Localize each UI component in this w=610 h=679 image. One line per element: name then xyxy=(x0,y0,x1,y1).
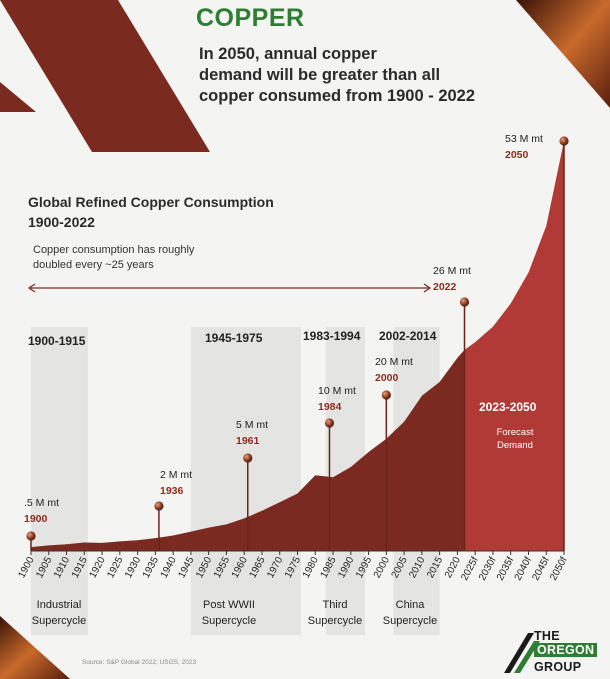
annotation-dot xyxy=(559,136,569,146)
supercycle-word: Supercycle xyxy=(31,615,87,627)
forecast-label-line: Forecast xyxy=(496,427,534,438)
period-label: 1900-1915 xyxy=(28,334,86,348)
copper-wire-bottom-left xyxy=(0,616,70,679)
supercycle-name: Third xyxy=(322,599,348,611)
annotation-1900: .5 M mt 1900 xyxy=(24,495,59,527)
doubling-note-line: doubled every ~25 years xyxy=(33,259,154,271)
headline-line: copper consumed from 1900 - 2022 xyxy=(199,87,476,105)
annotation-dot xyxy=(154,501,164,511)
annotation-dot xyxy=(324,418,335,428)
supercycle-word: Supercycle xyxy=(201,615,257,627)
top-left-stripe xyxy=(0,0,210,152)
annotation-value: .5 M mt xyxy=(24,497,60,509)
logo-text: GROUP xyxy=(534,660,582,674)
area-series xyxy=(31,141,564,551)
source-note: Source: S&P Global 2022; USGS, 2023 xyxy=(82,659,197,666)
x-axis: 1900190519101915192019251930193519401945… xyxy=(16,550,570,583)
annotation-dot xyxy=(459,297,470,307)
supercycle-word: Supercycle xyxy=(307,615,363,627)
forecast-range-label: 2023-2050 xyxy=(479,400,537,414)
chart-title-line: Global Refined Copper Consumption xyxy=(28,194,274,210)
arrow-head-right xyxy=(423,283,432,293)
annotation-year: 1961 xyxy=(236,435,260,447)
annotation-year: 1936 xyxy=(160,485,184,497)
supercycle-label-post-wwii: Post WWII Supercycle xyxy=(186,597,272,629)
annotation-value: 10 M mt xyxy=(318,385,356,397)
supercycle-label-china: China Supercycle xyxy=(373,597,447,629)
annotation-value: 2 M mt xyxy=(160,469,193,481)
x-tick-label: 1930 xyxy=(123,555,143,580)
x-tick-label: 1940 xyxy=(159,555,179,580)
historical-consumption-area xyxy=(31,349,465,551)
annotation-markers xyxy=(26,136,569,551)
headline-line: In 2050, annual copper xyxy=(199,45,377,63)
annotation-2000: 20 M mt 2000 xyxy=(375,354,413,386)
forecast-label-line: Demand xyxy=(497,440,533,451)
annotation-year: 2050 xyxy=(505,149,529,161)
supercycle-name: Post WWII xyxy=(203,599,255,611)
logo-text: THE xyxy=(534,629,560,643)
annotation-year: 2000 xyxy=(375,372,399,384)
chart-title: Global Refined Copper Consumption 1900-2… xyxy=(28,192,274,232)
x-tick-label: 1925 xyxy=(105,555,125,580)
annotation-dot xyxy=(26,531,36,541)
annotation-value: 5 M mt xyxy=(236,419,269,431)
annotation-1936: 2 M mt 1936 xyxy=(160,467,192,499)
annotation-1984: 10 M mt 1984 xyxy=(318,383,356,415)
supercycle-label-industrial: Industrial Supercycle xyxy=(18,597,100,629)
doubling-note: Copper consumption has roughly doubled e… xyxy=(33,243,194,273)
headline-line: demand will be greater than all xyxy=(199,66,441,84)
doubling-note-line: Copper consumption has roughly xyxy=(33,244,195,256)
logo-mark-icon xyxy=(504,633,540,673)
supercycle-word: Supercycle xyxy=(382,615,438,627)
annotation-value: 20 M mt xyxy=(375,356,413,368)
annotation-year: 1984 xyxy=(318,401,342,413)
annotation-1961: 5 M mt 1961 xyxy=(236,417,268,449)
period-label: 1945-1975 xyxy=(205,331,263,345)
period-band xyxy=(31,327,88,635)
annotation-2022: 26 M mt 2022 xyxy=(433,263,471,295)
supercycle-label-third: Third Supercycle xyxy=(300,597,370,629)
headline: In 2050, annual copper demand will be gr… xyxy=(199,44,475,107)
annotation-year: 2022 xyxy=(433,281,457,293)
x-tick-label: 1935 xyxy=(141,555,161,580)
left-triangle xyxy=(0,82,36,112)
supercycle-name: China xyxy=(395,599,425,611)
annotation-value: 26 M mt xyxy=(433,265,471,277)
annotation-2050: 53 M mt 2050 xyxy=(505,131,543,163)
doubling-arrow xyxy=(27,283,432,293)
forecast-label: Forecast Demand xyxy=(484,426,546,452)
period-label: 2002-2014 xyxy=(379,329,437,343)
annotation-value: 53 M mt xyxy=(505,133,543,145)
x-tick-label: 1980 xyxy=(301,555,321,580)
annotation-dot xyxy=(243,453,253,463)
supercycle-name: Industrial xyxy=(36,599,82,611)
period-label: 1983-1994 xyxy=(303,329,361,343)
brand-title: COPPER xyxy=(196,4,305,32)
x-tick-label: 1920 xyxy=(88,555,108,580)
annotation-dot xyxy=(381,390,391,400)
copper-wire-top-right xyxy=(516,0,610,108)
x-tick-label: 2050f xyxy=(548,555,570,582)
logo-text: OREGON xyxy=(534,643,598,657)
arrow-head-left xyxy=(27,283,36,293)
period-band xyxy=(190,327,302,635)
forecast-demand-area xyxy=(464,141,564,551)
chart-title-line: 1900-2022 xyxy=(28,214,95,230)
x-tick-label: 2000 xyxy=(372,555,392,580)
annotation-year: 1900 xyxy=(24,513,48,525)
